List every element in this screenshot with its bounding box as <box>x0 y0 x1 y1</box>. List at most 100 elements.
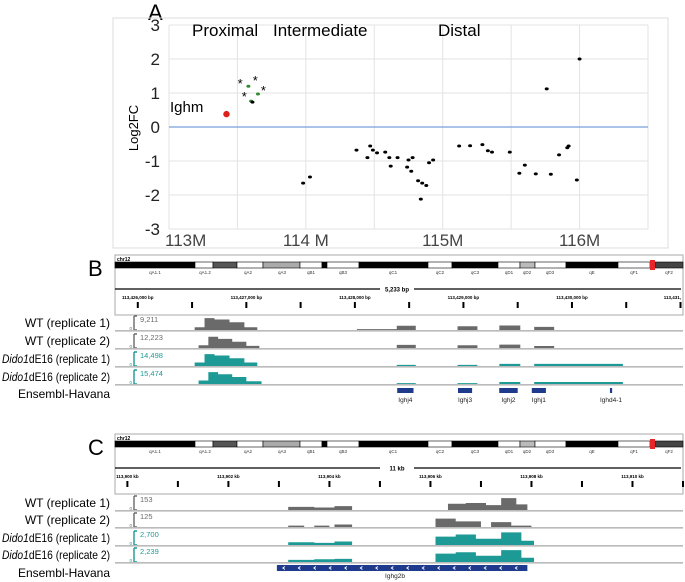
track-scale-bracket <box>133 315 137 331</box>
y-tick-label: 0 <box>151 118 160 137</box>
coverage-track: WT (replicate 1) 153 0 <box>25 495 683 512</box>
data-point <box>416 179 421 183</box>
strand-arrow-icon <box>452 566 456 570</box>
data-point <box>485 149 490 153</box>
strand-arrow-icon <box>282 566 286 570</box>
cytoband-label: qC3 <box>471 449 480 454</box>
coverage-signal <box>288 532 534 545</box>
data-point <box>480 143 485 147</box>
gene-feature[interactable] <box>499 388 518 393</box>
cytoband <box>194 261 214 269</box>
gene-feature[interactable] <box>276 565 528 571</box>
cytoband-label: qE <box>589 270 595 275</box>
track-scale-bracket <box>133 333 137 349</box>
strand-arrow-icon <box>344 566 348 570</box>
cytoband-label: qB1 <box>307 270 316 275</box>
cytoband-label: qA3 <box>278 449 287 454</box>
x-tick-label: 115M <box>422 231 463 250</box>
strand-arrow-icon <box>375 566 379 570</box>
cytoband-label: qD2 <box>523 270 532 275</box>
ruler-tick-label: 113,426,000 bp <box>122 295 154 300</box>
track-scale-min: 0 <box>129 380 132 385</box>
data-point <box>246 84 251 88</box>
gene-label: Ighj2 <box>501 397 515 404</box>
data-point <box>365 156 370 160</box>
panel-label-a: A <box>148 0 163 25</box>
ruler-tick <box>580 481 583 487</box>
coverage-track: WT (replicate 2) 12,223 0 <box>25 333 683 350</box>
track-scale-min: 0 <box>129 506 132 511</box>
track-label-italic: Dido1 <box>2 548 29 562</box>
coverage-track: WT (replicate 1) 9,211 0 <box>25 315 683 332</box>
data-point <box>548 172 553 176</box>
coverage-signal <box>288 498 528 510</box>
data-point <box>577 57 582 61</box>
track-scale-max: 125 <box>140 512 153 521</box>
track-label-italic: Dido1 <box>2 370 29 384</box>
star-marker: * <box>253 73 258 88</box>
strand-arrow-icon <box>499 566 503 570</box>
coverage-signal <box>194 318 555 330</box>
strand-arrow-icon <box>390 566 394 570</box>
data-point <box>431 158 436 162</box>
chromosome-label: chr12 <box>117 436 131 442</box>
strand-arrow-icon <box>328 566 332 570</box>
gene-feature[interactable] <box>457 388 473 393</box>
track-scale-min: 0 <box>129 326 132 331</box>
chromosome-label: chr12 <box>117 257 131 263</box>
track-scale-min: 0 <box>129 541 132 546</box>
cytoband <box>299 440 323 448</box>
ruler-tick <box>625 302 628 308</box>
strand-arrow-icon <box>406 566 410 570</box>
track-scale-bracket <box>133 351 137 367</box>
gene-feature[interactable] <box>397 388 414 393</box>
strand-arrow-icon <box>468 566 472 570</box>
cytoband <box>262 440 301 448</box>
ruler-tick-label: 113,902 kb <box>217 474 240 479</box>
span-label: 5,233 bp <box>385 288 409 294</box>
track-label: WT (replicate 2) <box>25 513 110 527</box>
ruler-tick <box>176 481 179 487</box>
cytoband-label: qE <box>589 449 595 454</box>
cytoband <box>451 440 499 448</box>
cytoband <box>326 261 360 269</box>
coverage-signal <box>288 550 534 562</box>
data-point <box>223 110 230 118</box>
ruler-tick-label: 113,900 kb <box>116 474 139 479</box>
gene-label: Ighd4-1 <box>600 397 622 404</box>
ruler-tick <box>408 302 411 308</box>
strand-arrow-icon <box>514 566 518 570</box>
gene-feature[interactable] <box>531 388 546 393</box>
ruler-tick <box>378 481 381 487</box>
ruler-tick <box>136 302 139 308</box>
ruler-tick-label: 113,431, <box>664 295 681 300</box>
annotation-track-label: Ensembl-Havana <box>18 387 110 401</box>
cytoband-label: qD2 <box>523 449 532 454</box>
gene-feature[interactable] <box>609 388 613 393</box>
cytoband <box>519 440 536 448</box>
track-scale-bracket <box>133 495 137 511</box>
coverage-track: Dido1dE16 (replicate 2) 15,474 0 <box>2 369 683 386</box>
cytoband <box>617 261 651 269</box>
cytoband-label: qD1 <box>505 270 514 275</box>
ruler-tick <box>462 302 465 308</box>
cytoband <box>212 440 238 448</box>
cytoband <box>534 261 567 269</box>
track-scale-bracket <box>133 512 137 528</box>
coverage-signal <box>198 372 623 384</box>
track-scale-max: 14,498 <box>140 351 163 360</box>
cytoband <box>451 261 499 269</box>
track-label-text: WT (replicate 1) <box>25 496 110 510</box>
data-point <box>557 153 562 157</box>
cytoband <box>497 440 521 448</box>
x-tick-label: 114 M <box>283 231 329 250</box>
track-label-text: dE16 (replicate 2) <box>29 370 110 384</box>
cytoband <box>519 261 536 269</box>
data-point <box>375 151 380 155</box>
ruler-tick <box>570 302 573 308</box>
cytoband-label: qA2 <box>244 449 253 454</box>
ruler-tick-label: 113,430,000 bp <box>556 295 588 300</box>
ruler-tick <box>429 481 432 487</box>
